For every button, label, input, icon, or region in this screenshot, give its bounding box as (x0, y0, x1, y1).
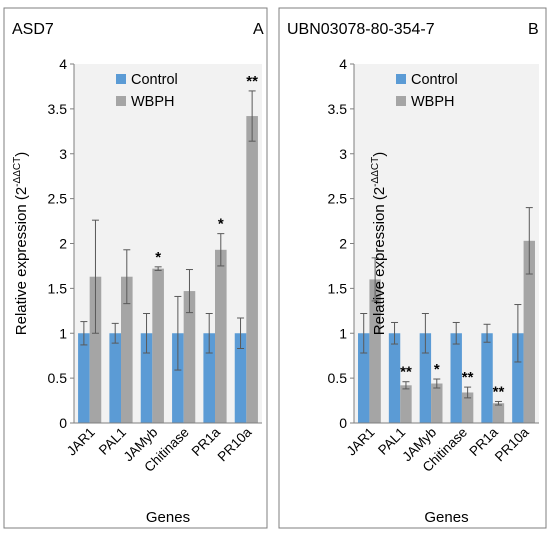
bar-treatment (246, 116, 258, 424)
panel-letter: A (253, 21, 264, 38)
y-tick-label: 2 (339, 236, 347, 252)
y-tick-label: 3.5 (328, 101, 348, 117)
significance-label: ** (462, 369, 474, 386)
y-axis-title-main: Relative expression (2 (13, 187, 30, 335)
bar-control (140, 333, 153, 423)
legend-label-treatment: WBPH (131, 94, 175, 110)
plot-background (354, 64, 539, 423)
bar-treatment (369, 279, 381, 423)
y-axis-title-main: Relative expression (2 (371, 187, 388, 335)
y-tick-label: 0.5 (48, 370, 68, 386)
y-axis-title-superscript: -ΔΔCT (12, 157, 23, 187)
bar-treatment (400, 385, 412, 423)
significance-label: * (218, 216, 224, 233)
y-axis-title-superscript: -ΔΔCT (370, 157, 381, 187)
y-tick-label: 2.5 (48, 191, 68, 207)
panel-b: UBN03078-80-354-7 B00.511.522.533.54** * **… (278, 7, 547, 529)
y-tick-label: 2 (59, 236, 67, 252)
y-tick-label: 1 (339, 325, 347, 341)
significance-label: * (155, 249, 161, 266)
legend-label-control: Control (131, 72, 178, 88)
y-tick-label: 0 (339, 415, 347, 431)
y-axis-title: Relative expression (2-ΔΔCT) (370, 152, 388, 335)
bar-control (109, 333, 121, 423)
plot-background (74, 64, 262, 423)
bar-treatment (152, 268, 164, 423)
bar-control (419, 333, 432, 423)
y-tick-label: 1.5 (328, 280, 348, 296)
bar-control (234, 333, 247, 423)
legend-swatch-control (116, 74, 126, 84)
y-tick-label: 4 (59, 56, 67, 72)
y-axis-title-close: ) (13, 152, 30, 157)
bar-control (388, 333, 401, 423)
y-tick-label: 3 (59, 146, 67, 162)
legend-label-treatment: WBPH (411, 94, 455, 110)
significance-label: * (434, 361, 440, 378)
bar-treatment (523, 240, 535, 423)
significance-label: ** (493, 383, 505, 400)
significance-label: ** (400, 364, 412, 381)
y-tick-label: 0.5 (328, 370, 348, 386)
y-tick-label: 2.5 (328, 191, 348, 207)
bar-control (172, 333, 184, 423)
bar-control (450, 333, 462, 423)
bar-treatment (461, 392, 474, 423)
bar-treatment (492, 403, 505, 423)
significance-label: ** (246, 73, 258, 90)
legend-swatch-control (396, 74, 406, 84)
bar-treatment (431, 383, 443, 423)
chart-title: ASD7 (12, 21, 54, 38)
y-axis-title: Relative expression (2-ΔΔCT) (12, 152, 30, 335)
y-tick-label: 4 (339, 56, 347, 72)
y-tick-label: 3.5 (48, 101, 68, 117)
y-tick-label: 1.5 (48, 280, 68, 296)
bar-treatment (121, 276, 133, 423)
chart-title: UBN03078-80-354-7 (287, 21, 435, 38)
bar-control (358, 333, 370, 423)
bar-control (481, 333, 493, 423)
legend-swatch-treatment (116, 96, 126, 106)
panel-a: ASD7 A00.511.522.533.54****JAR1PAL1JAMybC… (3, 7, 268, 529)
panel-letter: B (528, 21, 539, 38)
x-axis-title: Genes (424, 509, 468, 526)
bar-control (512, 333, 524, 423)
legend-swatch-treatment (396, 96, 406, 106)
bar-treatment (89, 276, 102, 423)
y-axis-title-close: ) (371, 152, 388, 157)
bar-control (203, 333, 215, 423)
y-tick-label: 1 (59, 325, 67, 341)
bar-treatment (183, 291, 196, 423)
legend-label-control: Control (411, 72, 458, 88)
bar-control (78, 333, 90, 423)
x-axis-title: Genes (146, 509, 190, 526)
bar-treatment (215, 249, 227, 423)
y-tick-label: 0 (59, 415, 67, 431)
y-tick-label: 3 (339, 146, 347, 162)
